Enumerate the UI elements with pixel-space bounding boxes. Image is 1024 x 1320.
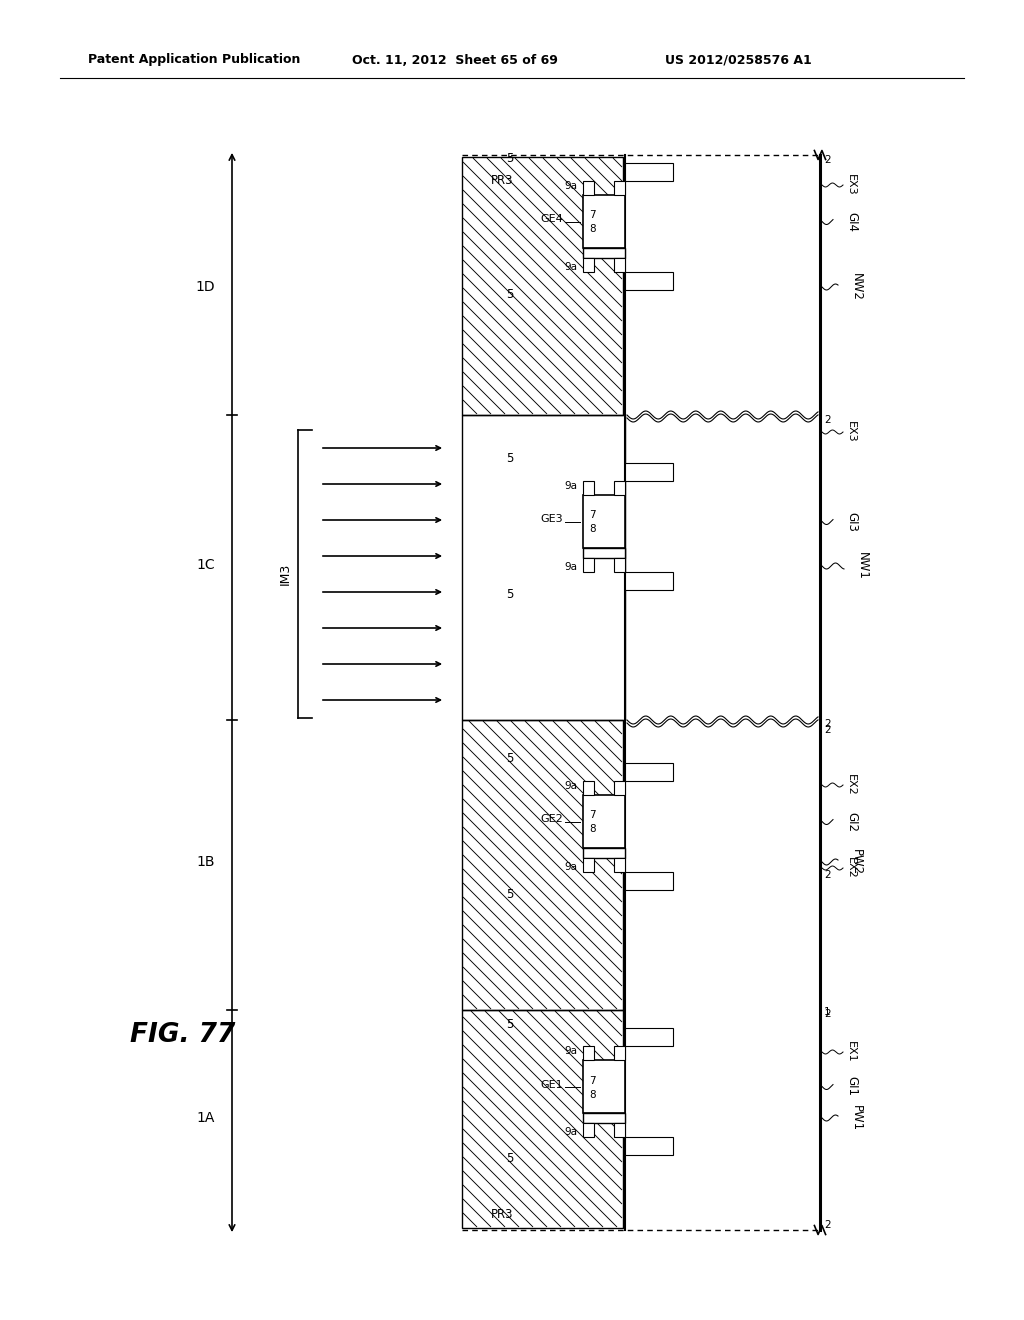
Text: 9a: 9a — [564, 480, 577, 491]
Text: 7: 7 — [589, 1076, 596, 1085]
Bar — [583, 248, 625, 257]
Text: 2: 2 — [824, 725, 830, 735]
Text: EX1: EX1 — [846, 1041, 856, 1063]
Bar — [462, 719, 623, 1010]
Text: 7: 7 — [589, 810, 596, 821]
Text: 5: 5 — [506, 752, 514, 766]
Text: EX3: EX3 — [846, 174, 856, 195]
Text: 5: 5 — [506, 288, 514, 301]
Text: 1C: 1C — [197, 558, 215, 572]
Bar — [462, 157, 623, 414]
Text: 9a: 9a — [564, 1045, 577, 1056]
Text: 9a: 9a — [564, 261, 577, 272]
Text: EX3: EX3 — [846, 421, 856, 442]
Text: GI4: GI4 — [845, 211, 858, 231]
Text: 8: 8 — [589, 524, 596, 535]
Bar — [614, 257, 625, 272]
Bar — [614, 558, 625, 572]
Text: 5: 5 — [506, 1018, 514, 1031]
Text: 5: 5 — [506, 587, 514, 601]
Bar — [583, 1123, 594, 1137]
Bar — [625, 1137, 673, 1155]
Text: NW1: NW1 — [856, 552, 869, 579]
Text: EX2: EX2 — [846, 857, 856, 879]
Bar — [625, 572, 673, 590]
Text: GE1: GE1 — [541, 1080, 563, 1089]
Text: 2: 2 — [824, 1008, 830, 1019]
Text: 8: 8 — [589, 1089, 596, 1100]
Text: 9a: 9a — [564, 862, 577, 873]
Bar — [583, 195, 625, 248]
Text: IM3: IM3 — [279, 562, 292, 585]
Text: 5: 5 — [506, 453, 514, 466]
Text: FIG. 77: FIG. 77 — [130, 1022, 236, 1048]
Text: GE2: GE2 — [541, 814, 563, 825]
Text: 7: 7 — [589, 511, 596, 520]
Text: PR3: PR3 — [490, 173, 513, 186]
Text: GE4: GE4 — [541, 214, 563, 224]
Bar — [583, 847, 625, 858]
Bar — [583, 257, 594, 272]
Bar — [583, 1060, 625, 1113]
Text: US 2012/0258576 A1: US 2012/0258576 A1 — [665, 54, 812, 66]
Text: 2: 2 — [824, 1220, 830, 1230]
Bar — [583, 181, 594, 195]
Text: GI2: GI2 — [845, 812, 858, 832]
Bar — [625, 272, 673, 290]
Bar — [583, 1113, 625, 1123]
Text: 5: 5 — [506, 887, 514, 900]
Bar — [583, 548, 625, 558]
Text: 2: 2 — [824, 414, 830, 425]
Text: 8: 8 — [589, 825, 596, 834]
Bar — [625, 873, 673, 890]
Text: Patent Application Publication: Patent Application Publication — [88, 54, 300, 66]
Bar — [583, 558, 594, 572]
Bar — [614, 858, 625, 873]
Bar — [625, 763, 673, 781]
Bar — [583, 1045, 594, 1060]
Text: 9a: 9a — [564, 562, 577, 572]
Text: 2: 2 — [824, 870, 830, 880]
Bar — [583, 858, 594, 873]
Bar — [614, 181, 625, 195]
Text: NW2: NW2 — [850, 273, 863, 301]
Bar — [583, 495, 625, 548]
Bar — [614, 1045, 625, 1060]
Text: 1D: 1D — [196, 280, 215, 294]
Text: 7: 7 — [589, 210, 596, 220]
Text: PR3: PR3 — [490, 1209, 513, 1221]
Bar — [614, 1123, 625, 1137]
Bar — [462, 1010, 623, 1228]
Text: PW2: PW2 — [850, 849, 863, 875]
Bar — [625, 1028, 673, 1045]
Text: Oct. 11, 2012  Sheet 65 of 69: Oct. 11, 2012 Sheet 65 of 69 — [352, 54, 558, 66]
Text: GE3: GE3 — [541, 515, 563, 524]
Bar — [583, 795, 625, 847]
Bar — [625, 162, 673, 181]
Bar — [625, 463, 673, 480]
Text: 9a: 9a — [564, 1127, 577, 1137]
Text: GI1: GI1 — [845, 1077, 858, 1097]
Text: 8: 8 — [589, 224, 596, 235]
Bar — [583, 781, 594, 795]
Text: EX2: EX2 — [846, 774, 856, 796]
Bar — [614, 781, 625, 795]
Text: PW1: PW1 — [850, 1105, 863, 1131]
Bar — [614, 480, 625, 495]
Bar — [462, 414, 625, 719]
Text: 2: 2 — [824, 154, 830, 165]
Text: 1A: 1A — [197, 1111, 215, 1125]
Bar — [583, 480, 594, 495]
Text: 9a: 9a — [564, 181, 577, 191]
Text: 2: 2 — [824, 719, 830, 729]
Text: 5: 5 — [506, 153, 514, 165]
Text: 9a: 9a — [564, 781, 577, 791]
Text: GI3: GI3 — [845, 512, 858, 532]
Text: 1B: 1B — [197, 855, 215, 869]
Text: 1: 1 — [824, 1007, 830, 1016]
Text: 5: 5 — [506, 1152, 514, 1166]
